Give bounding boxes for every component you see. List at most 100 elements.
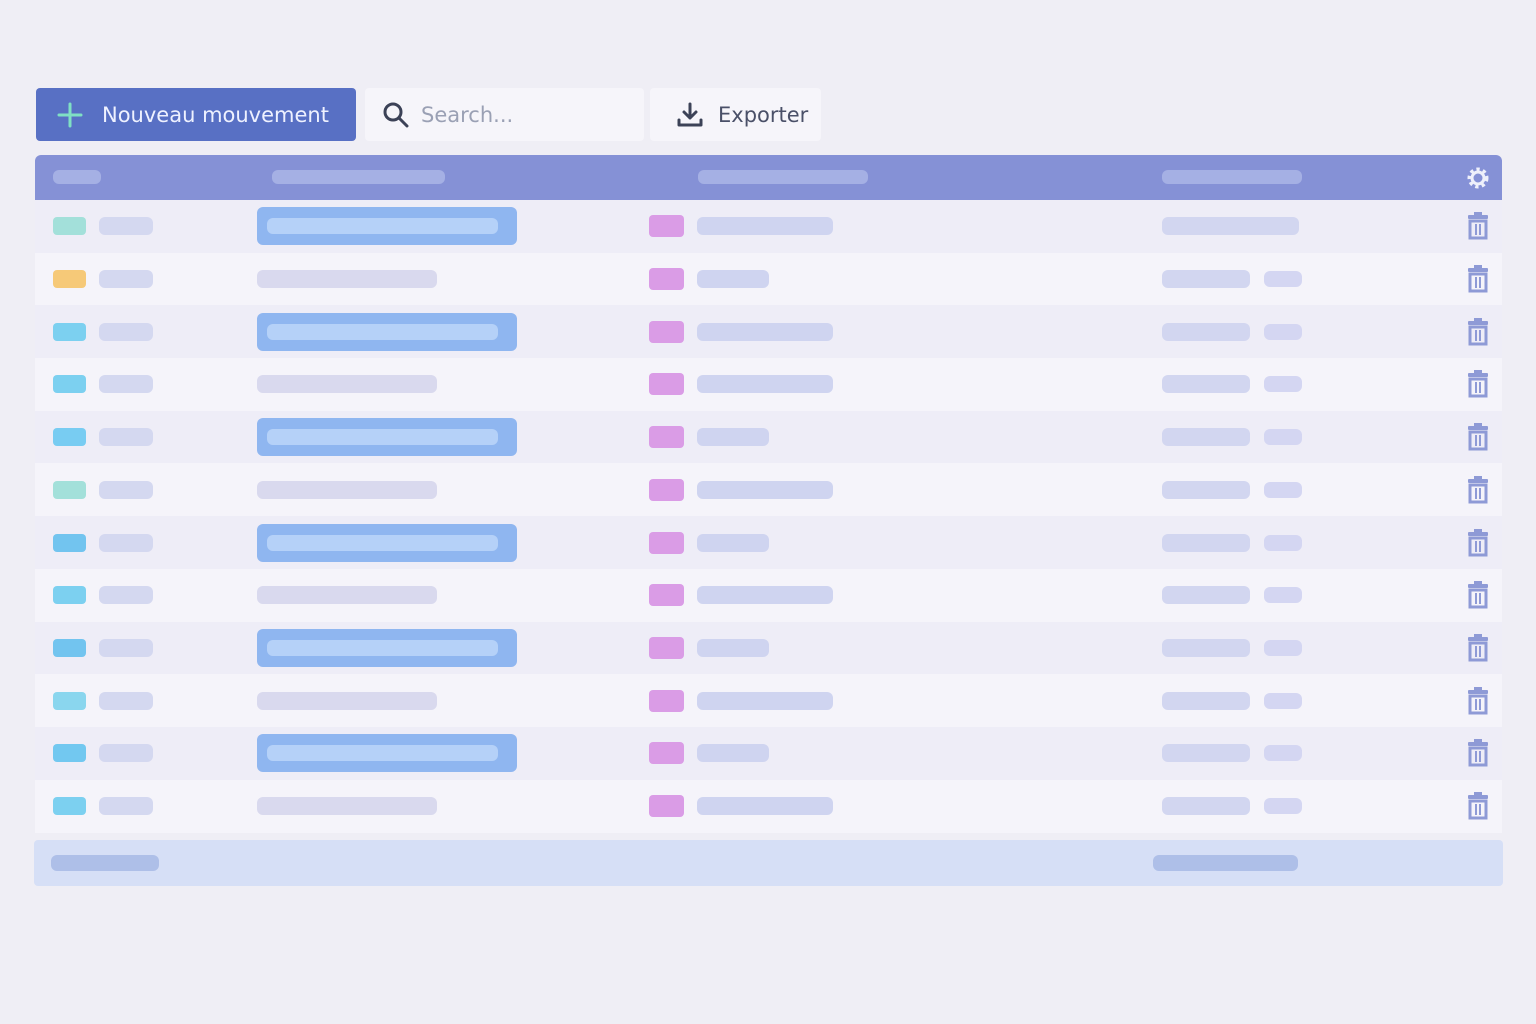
cell-placeholder xyxy=(257,797,437,816)
cell-placeholder xyxy=(1264,745,1302,762)
button-label: Exporter xyxy=(718,102,809,127)
cell-placeholder xyxy=(99,691,153,710)
cell-placeholder xyxy=(697,480,833,499)
status-swatch xyxy=(53,638,86,657)
delete-icon[interactable] xyxy=(1465,317,1491,346)
cell-placeholder xyxy=(1162,217,1299,236)
status-swatch xyxy=(53,322,86,341)
cell-placeholder xyxy=(1264,376,1302,393)
button-label: Nouveau mouvement xyxy=(102,102,329,127)
table-row xyxy=(35,358,1502,411)
cell-placeholder xyxy=(1264,271,1302,288)
delete-icon[interactable] xyxy=(1465,528,1491,557)
cell-placeholder xyxy=(697,217,833,236)
cell-placeholder xyxy=(697,586,833,605)
highlight-pill xyxy=(257,523,517,562)
cell-placeholder xyxy=(1264,429,1302,446)
cell-placeholder xyxy=(99,638,153,657)
pill-placeholder xyxy=(267,323,498,340)
cell-placeholder xyxy=(1264,798,1302,815)
delete-icon[interactable] xyxy=(1465,212,1491,240)
status-swatch xyxy=(53,744,86,763)
cell-placeholder xyxy=(1162,797,1250,816)
cell-placeholder xyxy=(1162,638,1250,657)
cell-placeholder xyxy=(697,744,769,763)
cell-placeholder xyxy=(257,691,437,710)
status-swatch xyxy=(53,428,86,447)
status-swatch xyxy=(53,691,86,710)
table-row xyxy=(35,727,1502,780)
cell-placeholder xyxy=(99,797,153,816)
table-row xyxy=(35,621,1502,675)
cell-placeholder xyxy=(1264,534,1302,551)
cell-placeholder xyxy=(697,322,833,341)
category-swatch xyxy=(649,742,684,765)
cell-placeholder xyxy=(257,586,437,605)
table-footer xyxy=(34,840,1503,886)
cell-placeholder xyxy=(697,797,833,816)
table-row xyxy=(35,410,1502,464)
cell-placeholder xyxy=(697,533,769,552)
category-swatch xyxy=(649,531,684,554)
category-swatch xyxy=(649,795,684,818)
category-swatch xyxy=(649,320,684,343)
delete-icon[interactable] xyxy=(1465,686,1491,715)
settings-icon[interactable] xyxy=(1464,164,1492,192)
pill-placeholder xyxy=(267,639,498,656)
highlight-pill xyxy=(257,312,517,351)
cell-placeholder xyxy=(99,322,153,341)
cell-placeholder xyxy=(697,375,833,394)
cell-placeholder xyxy=(1264,323,1302,340)
category-swatch xyxy=(649,584,684,607)
cell-placeholder xyxy=(1162,480,1250,499)
cell-placeholder xyxy=(1162,428,1250,447)
pill-placeholder xyxy=(267,534,498,551)
status-swatch xyxy=(53,533,86,552)
table-row xyxy=(35,200,1502,253)
search-placeholder: Search... xyxy=(421,102,514,127)
cell-placeholder xyxy=(1162,375,1250,394)
table-row xyxy=(35,252,1502,306)
delete-icon[interactable] xyxy=(1465,581,1491,609)
footer-placeholder xyxy=(51,855,159,871)
table-row xyxy=(35,463,1502,517)
cell-placeholder xyxy=(257,480,437,499)
delete-icon[interactable] xyxy=(1465,370,1491,398)
pill-placeholder xyxy=(267,745,498,762)
new-movement-button[interactable]: Nouveau mouvement xyxy=(36,88,356,141)
cell-placeholder xyxy=(99,270,153,289)
delete-icon[interactable] xyxy=(1465,633,1491,662)
cell-placeholder xyxy=(697,270,769,289)
delete-icon[interactable] xyxy=(1465,265,1491,293)
category-swatch xyxy=(649,689,684,712)
cell-placeholder xyxy=(1162,744,1250,763)
header-placeholder xyxy=(272,170,445,184)
table xyxy=(35,155,1502,833)
cell-placeholder xyxy=(99,428,153,447)
delete-icon[interactable] xyxy=(1465,739,1491,767)
cell-placeholder xyxy=(1162,533,1250,552)
cell-placeholder xyxy=(257,270,437,289)
cell-placeholder xyxy=(257,375,437,394)
category-swatch xyxy=(649,636,684,659)
status-swatch xyxy=(53,217,86,236)
delete-icon[interactable] xyxy=(1465,475,1491,504)
export-button[interactable]: Exporter xyxy=(650,88,821,141)
highlight-pill xyxy=(257,418,517,457)
delete-icon[interactable] xyxy=(1465,792,1491,820)
cell-placeholder xyxy=(99,533,153,552)
delete-icon[interactable] xyxy=(1465,423,1491,451)
table-row xyxy=(35,568,1502,622)
search-box[interactable]: Search... xyxy=(365,88,644,141)
cell-placeholder xyxy=(1264,481,1302,498)
category-swatch xyxy=(649,426,684,449)
table-row xyxy=(35,305,1502,359)
status-swatch xyxy=(53,270,86,289)
pill-placeholder xyxy=(267,429,498,446)
pill-placeholder xyxy=(267,218,498,235)
table-row xyxy=(35,779,1502,833)
cell-placeholder xyxy=(99,480,153,499)
cell-placeholder xyxy=(99,375,153,394)
status-swatch xyxy=(53,797,86,816)
cell-placeholder xyxy=(1264,692,1302,709)
